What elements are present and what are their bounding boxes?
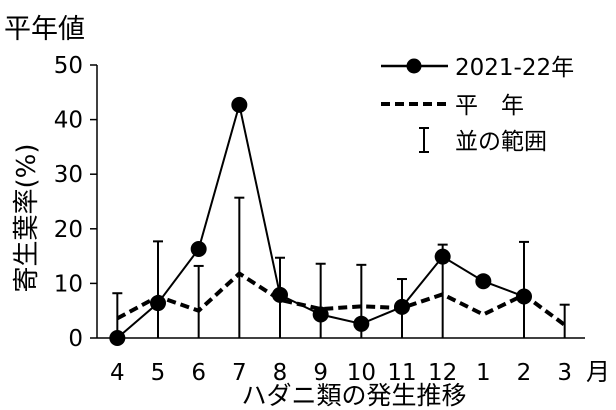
y-tick-label: 50 [54,53,83,79]
y-tick-label: 30 [54,162,83,188]
series-line-normal [116,271,566,327]
x-tick-label: 3 [557,360,572,386]
legend-marker [406,58,422,74]
legend-label-series-2: 平 年 [455,93,524,119]
series-point-2021-22 [150,295,166,312]
y-tick-label: 10 [54,271,83,297]
series-point-2021-22 [394,298,410,315]
y-tick-label: 20 [54,217,83,243]
x-tick-label: 2 [517,360,532,386]
legend-label-series-1: 2021-22年 [455,55,574,81]
legend: 2021-22年 平 年 並の範囲 [381,55,574,155]
series-point-2021-22 [231,96,248,113]
x-tick-label: 8 [273,360,288,386]
legend-label-range: 並の範囲 [455,129,547,155]
x-axis-label: ハダニ類の発生推移 [241,381,466,410]
x-tick-label: 6 [191,360,206,386]
series-point-2021-22 [190,241,207,258]
y-axis-label: 寄生葉率(%) [12,144,42,293]
x-tick-label: 9 [313,360,328,386]
x-tick-label: 10 [347,360,376,386]
x-axis-unit: 月 [586,358,610,386]
y-tick-label: 40 [54,108,83,134]
x-tick-label: 5 [151,360,166,386]
series-point-2021-22 [516,288,532,305]
x-tick-label: 12 [428,360,457,386]
x-tick-label: 1 [476,360,491,386]
y-tick-label: 0 [68,326,83,352]
series-point-2021-22 [312,306,329,323]
series-point-2021-22 [475,273,492,290]
x-tick-label: 11 [387,360,416,386]
x-tick-label: 7 [232,360,247,386]
series-point-2021-22 [353,315,370,332]
series-point-2021-22 [434,248,451,265]
x-tick-label: 4 [110,360,125,386]
series-point-2021-22 [109,330,126,346]
series-point-2021-22 [272,286,288,303]
chart-title: 平年値 [4,14,85,45]
